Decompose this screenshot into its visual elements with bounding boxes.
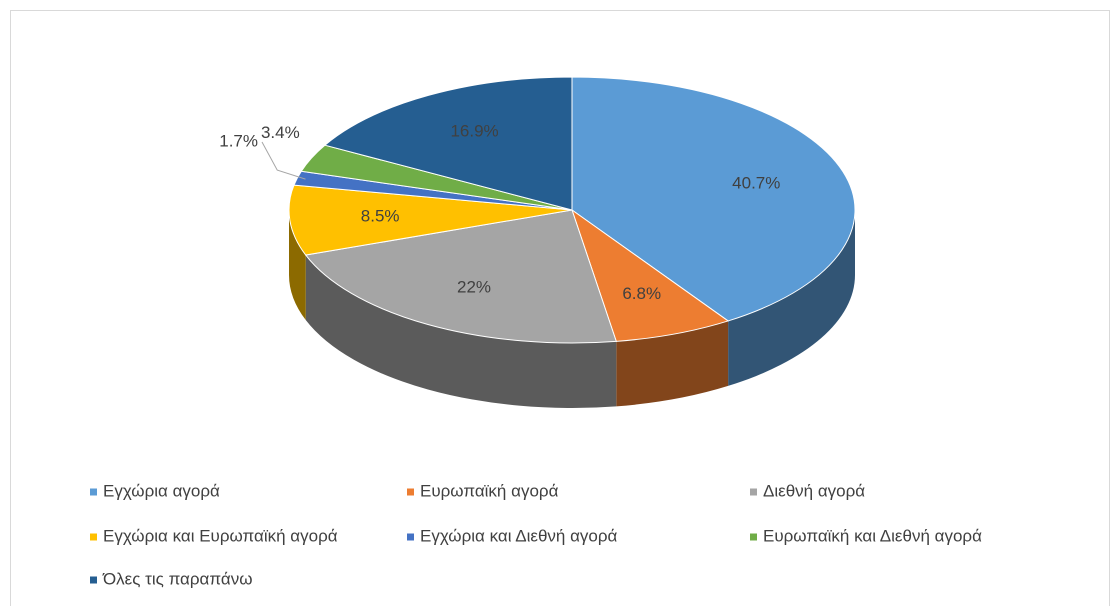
slice	[571, 208, 730, 342]
slice-side	[728, 210, 855, 386]
legend-marker	[90, 576, 97, 584]
leader-line	[261, 141, 306, 180]
legend-marker	[750, 488, 757, 496]
slice-side	[289, 210, 306, 321]
slice	[288, 184, 573, 256]
legend-label: Διεθνή αγορά	[763, 481, 865, 500]
data-label: 16.9%	[450, 121, 498, 140]
data-label: 1.7%	[219, 131, 258, 150]
data-label: 40.7%	[732, 173, 780, 192]
data-label: 8.5%	[361, 207, 400, 226]
legend-marker	[90, 533, 97, 541]
legend-marker	[407, 488, 414, 496]
legend-marker	[407, 533, 414, 541]
data-label: 22%	[457, 277, 491, 296]
legend-label: Ευρωπαϊκή αγορά	[420, 481, 559, 500]
legend-label: Εγχώρια και Ευρωπαϊκή αγορά	[103, 526, 338, 545]
legend-marker	[90, 488, 97, 496]
slice	[304, 209, 617, 344]
legend-label: Όλες τις παραπάνω	[102, 569, 252, 588]
legend-marker	[750, 533, 757, 541]
legend-label: Εγχώρια αγορά	[103, 481, 220, 500]
data-label: 3.4%	[261, 123, 300, 142]
slice	[323, 76, 573, 211]
data-label: 6.8%	[622, 284, 661, 303]
legend-label: Εγχώρια και Διεθνή αγορά	[420, 526, 618, 545]
slice-side	[616, 320, 729, 407]
slice-side	[305, 255, 617, 408]
legend-label: Ευρωπαϊκή και Διεθνή αγορά	[763, 526, 982, 545]
